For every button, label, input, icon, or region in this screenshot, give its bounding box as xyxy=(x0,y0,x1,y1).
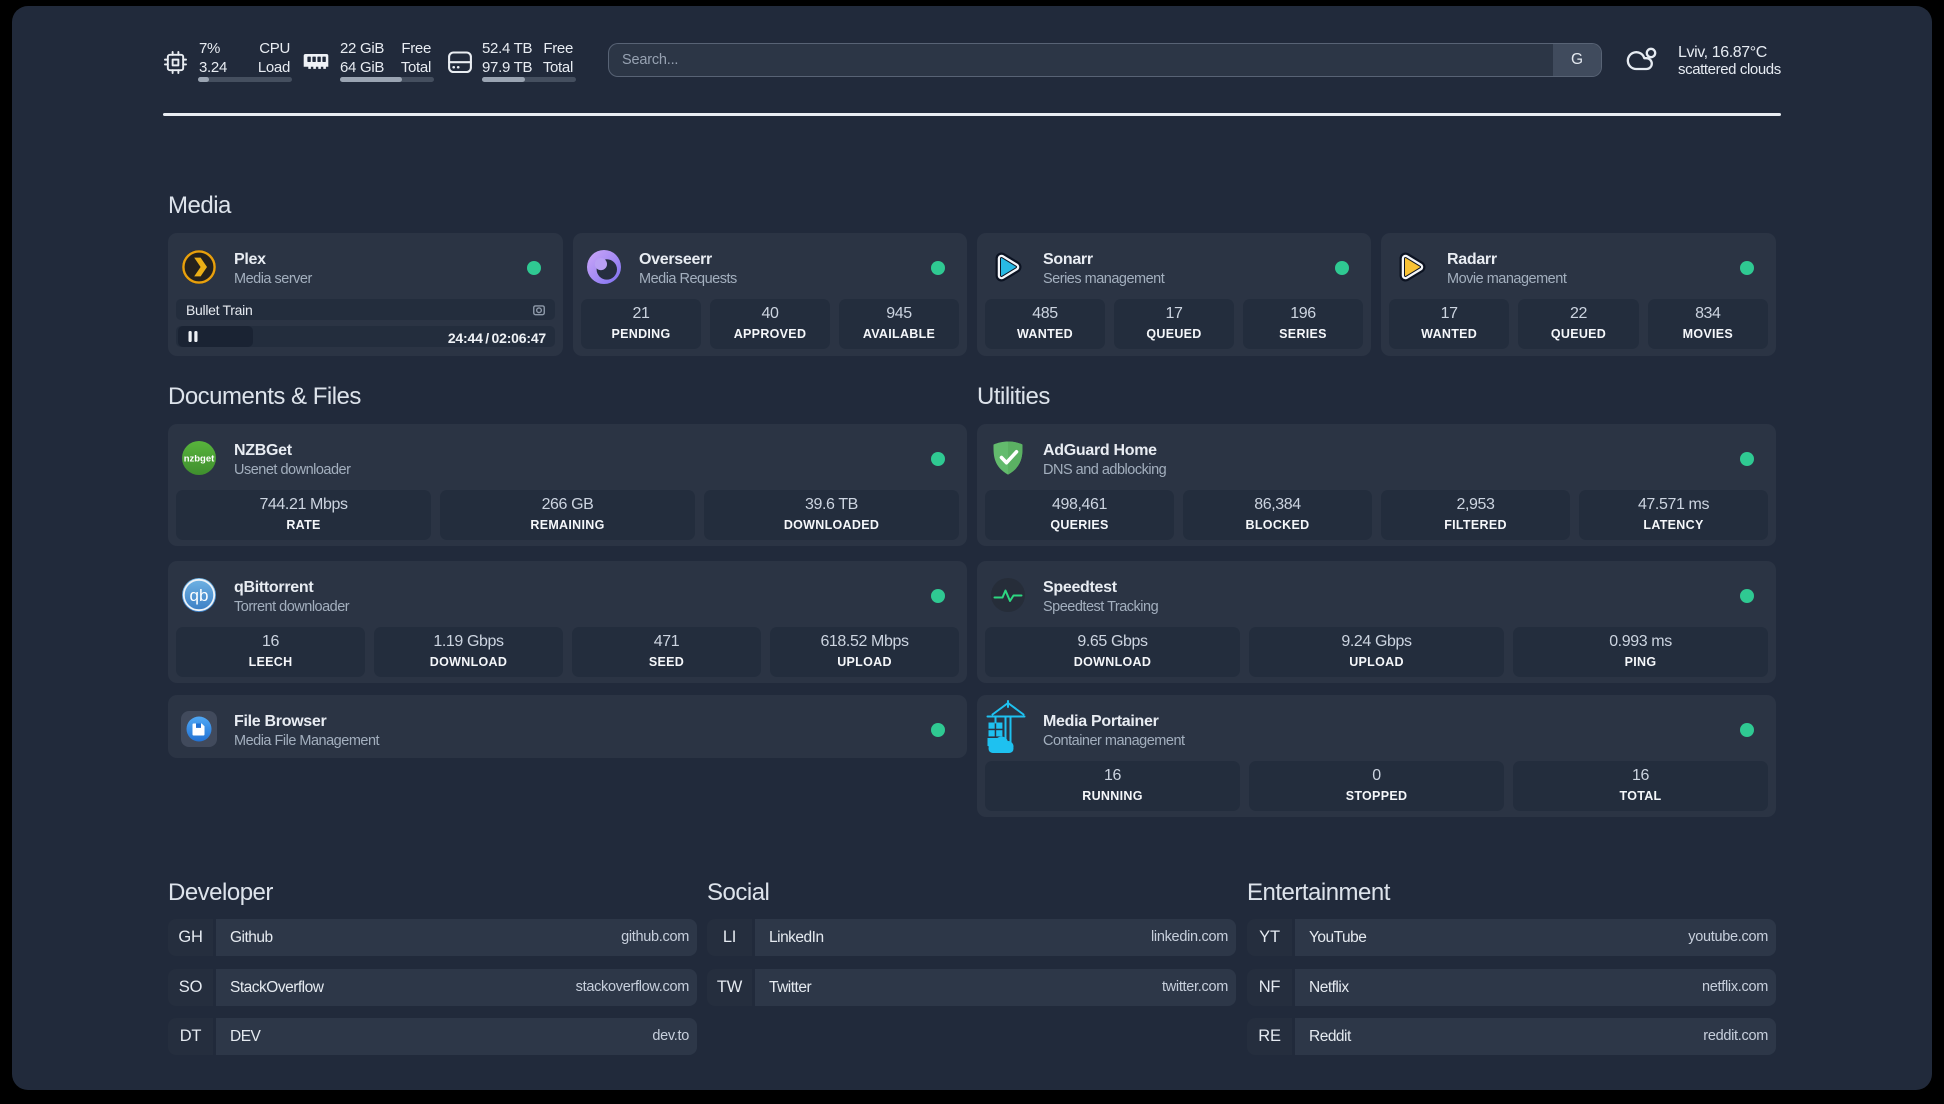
svg-text:nzbget: nzbget xyxy=(184,454,215,465)
svg-text:qb: qb xyxy=(190,586,209,605)
